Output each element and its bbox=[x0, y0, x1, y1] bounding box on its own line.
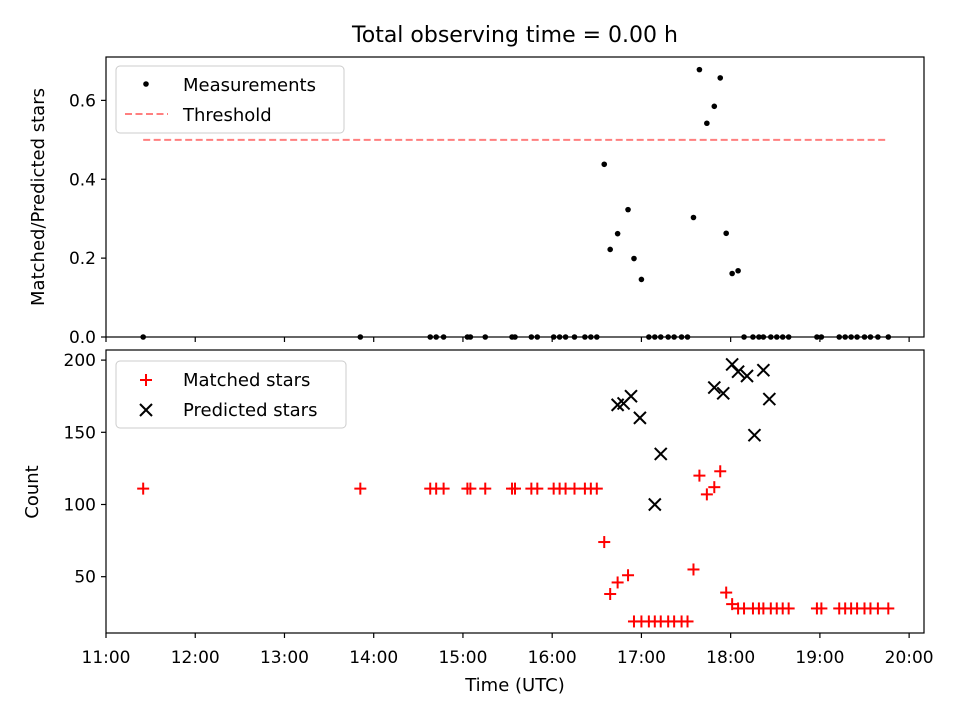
ratio-y-axis-ticks: 0.0 0.2 0.4 0.6 bbox=[69, 91, 106, 348]
x-axis-tick-label: 18:00 bbox=[706, 648, 755, 668]
figure-title: Total observing time = 0.00 h bbox=[351, 23, 678, 48]
matched-star-point bbox=[815, 602, 828, 615]
count-y-tick-label: 200 bbox=[64, 351, 96, 371]
measurement-point bbox=[723, 230, 729, 237]
matched-star-point bbox=[611, 576, 624, 589]
measurement-point bbox=[704, 120, 710, 127]
ratio-y-tick-label: 0.2 bbox=[69, 249, 96, 269]
x-axis-tick-label: 15:00 bbox=[438, 648, 487, 668]
measurement-point bbox=[711, 103, 718, 110]
matched-star-point bbox=[479, 482, 492, 495]
count-legend: Matched stars Predicted stars bbox=[115, 360, 347, 429]
ratio-plot-marks bbox=[140, 66, 892, 340]
matched-star-point bbox=[693, 469, 706, 482]
matched-star-point bbox=[782, 602, 795, 615]
matched-star-point bbox=[871, 602, 884, 615]
predicted-star-point bbox=[707, 380, 722, 395]
predicted-star-point bbox=[648, 497, 662, 512]
matched-star-point bbox=[681, 615, 694, 628]
ratio-x-axis-ticks bbox=[105, 337, 910, 342]
x-axis-tick-label: 20:00 bbox=[885, 648, 934, 668]
legend-measurements-label: Measurements bbox=[183, 75, 316, 96]
count-x-axis-ticks: 11:00 12:00 13:00 14:00 15:00 16:00 17:00 18:00… bbox=[82, 633, 934, 668]
measurement-point bbox=[614, 230, 621, 237]
legend-predicted-label: Predicted stars bbox=[183, 400, 317, 421]
x-axis-tick-label: 16:00 bbox=[528, 648, 577, 668]
measurement-point bbox=[607, 246, 613, 253]
measurement-point bbox=[690, 214, 697, 221]
matched-star-point bbox=[622, 569, 635, 582]
predicted-star-point bbox=[731, 364, 745, 379]
predicted-star-point bbox=[624, 389, 638, 403]
ratio-y-tick-label: 0.0 bbox=[69, 328, 96, 348]
matched-star-point bbox=[604, 588, 617, 601]
legend-threshold-label: Threshold bbox=[182, 105, 272, 126]
matched-star-point bbox=[708, 481, 721, 494]
measurement-point bbox=[638, 276, 645, 283]
ratio-y-tick-label: 0.4 bbox=[69, 170, 96, 190]
measurement-point bbox=[631, 255, 637, 262]
count-y-axis-ticks: 50 100 150 200 bbox=[64, 351, 106, 588]
x-axis-tick-label: 11:00 bbox=[82, 648, 131, 668]
legend-measurements-marker bbox=[143, 81, 149, 87]
measurement-point bbox=[729, 270, 735, 277]
measurement-point bbox=[696, 66, 703, 73]
ratio-panel: 0.0 0.2 0.4 0.6 Matched/Predicted stars Mea… bbox=[28, 56, 925, 348]
ratio-y-tick-label: 0.6 bbox=[69, 91, 96, 111]
predicted-star-point bbox=[740, 369, 754, 383]
legend-matched-marker bbox=[140, 374, 152, 386]
matched-star-point bbox=[354, 482, 367, 495]
count-legend-box bbox=[115, 360, 347, 429]
matched-star-point bbox=[714, 465, 727, 478]
x-axis-tick-label: 19:00 bbox=[795, 648, 844, 668]
legend-matched-label: Matched stars bbox=[183, 370, 310, 391]
predicted-star-point bbox=[654, 447, 668, 461]
count-y-tick-label: 150 bbox=[64, 423, 96, 443]
matched-star-point bbox=[531, 482, 544, 495]
count-plot-marks bbox=[137, 357, 895, 628]
predicted-star-point bbox=[756, 363, 771, 377]
matched-star-point bbox=[882, 602, 895, 615]
matched-star-point bbox=[598, 536, 611, 549]
predicted-star-point bbox=[716, 386, 730, 401]
x-axis-tick-label: 12:00 bbox=[171, 648, 220, 668]
measurement-point bbox=[717, 75, 724, 81]
matched-star-point bbox=[720, 586, 733, 599]
matched-star-point bbox=[687, 563, 700, 576]
matched-star-point bbox=[464, 482, 477, 495]
legend-predicted-marker bbox=[139, 403, 153, 417]
ratio-y-axis-label: Matched/Predicted stars bbox=[28, 88, 49, 306]
x-axis-tick-label: 17:00 bbox=[617, 648, 666, 668]
count-plot-frame bbox=[105, 349, 925, 634]
measurement-point bbox=[625, 206, 631, 213]
matched-star-point bbox=[568, 482, 581, 495]
predicted-star-point bbox=[747, 428, 762, 442]
x-axis-label: Time (UTC) bbox=[464, 675, 565, 696]
count-panel: 50 100 150 200 11:00 12:00 13:00 14:00 15:00 16:… bbox=[22, 349, 934, 696]
ratio-legend: Measurements Threshold bbox=[115, 65, 345, 134]
matched-star-point bbox=[137, 482, 150, 495]
matched-star-point bbox=[700, 488, 713, 501]
count-y-axis-label: Count bbox=[22, 465, 43, 518]
predicted-star-point bbox=[633, 411, 647, 425]
count-y-tick-label: 50 bbox=[74, 568, 96, 588]
ratio-plot-frame bbox=[105, 56, 925, 338]
predicted-star-point bbox=[762, 392, 777, 406]
matched-star-point bbox=[437, 482, 450, 495]
measurement-point bbox=[735, 267, 741, 274]
matched-star-point bbox=[509, 482, 521, 495]
x-axis-tick-label: 14:00 bbox=[349, 648, 398, 668]
matched-star-point bbox=[590, 482, 603, 495]
count-y-tick-label: 100 bbox=[64, 495, 96, 515]
x-axis-tick-label: 13:00 bbox=[260, 648, 309, 668]
measurement-point bbox=[601, 161, 608, 168]
ratio-legend-box bbox=[115, 65, 345, 134]
